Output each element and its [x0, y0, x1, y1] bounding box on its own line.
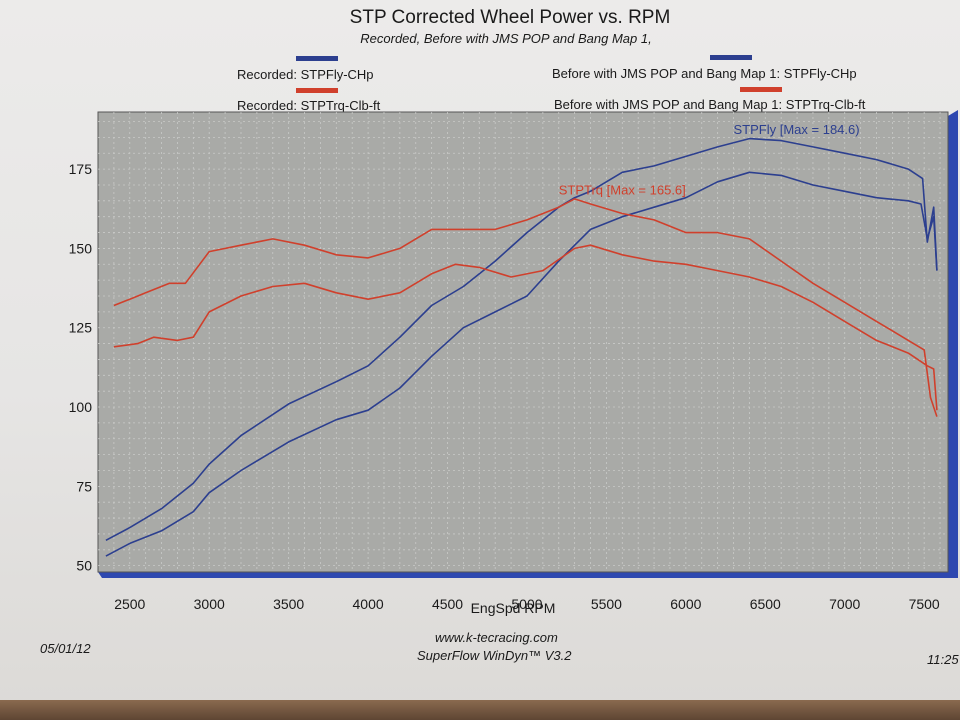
legend-swatch-before-torque	[740, 87, 782, 92]
x-tick-label: 6000	[670, 596, 701, 612]
x-tick-label: 7500	[909, 596, 940, 612]
chart-title: STP Corrected Wheel Power vs. RPM	[349, 7, 671, 28]
chart-subtitle: Recorded, Before with JMS POP and Bang M…	[360, 31, 652, 46]
footer-date: 05/01/12	[40, 641, 91, 656]
max-annotations: STPFly [Max = 184.6) STPTrq [Max = 165.6]	[559, 122, 860, 197]
y-tick-label: 125	[69, 320, 93, 336]
series-line-4	[113, 244, 938, 411]
x-tick-label: 2500	[114, 596, 145, 612]
x-tick-label: 4500	[432, 596, 463, 612]
y-tick-label: 150	[69, 240, 93, 256]
plot-area	[97, 111, 949, 573]
footer-software: SuperFlow WinDyn™ V3.2	[417, 648, 572, 663]
x-tick-label: 3500	[273, 596, 304, 612]
y-tick-label: 50	[76, 558, 92, 574]
x-tick-label: 7000	[829, 596, 860, 612]
legend-swatch-recorded-torque	[296, 88, 338, 93]
x-tick-label: 4000	[353, 596, 384, 612]
legend-label-recorded-torque: Recorded: STPTrq-Clb-ft	[237, 98, 381, 113]
x-tick-label: 3000	[194, 596, 225, 612]
footer-url: www.k-tecracing.com	[435, 630, 558, 645]
legend-swatch-before-power	[710, 55, 752, 60]
max-annotation: STPFly [Max = 184.6)	[734, 122, 860, 137]
legend-label-before-power: Before with JMS POP and Bang Map 1: STPF…	[552, 66, 857, 81]
x-axis-label: EngSpd RPM	[471, 600, 556, 616]
legend-swatch-recorded-power	[296, 56, 338, 61]
y-tick-label: 100	[69, 399, 93, 415]
y-tick-label: 75	[76, 478, 92, 494]
series-line-1	[105, 137, 938, 542]
x-tick-label: 6500	[750, 596, 781, 612]
x-tick-label: 5000	[511, 596, 542, 612]
axis-tick-labels: 2500 3000 3500 4000 4500 5000 5500 6000 6500 7000…	[69, 161, 940, 612]
data-series	[105, 137, 938, 557]
max-annotation: STPTrq [Max = 165.6]	[559, 182, 686, 197]
footer-time: 11:25	[927, 652, 959, 667]
series-line-2	[105, 171, 938, 557]
x-tick-label: 5500	[591, 596, 622, 612]
legend-label-recorded-power: Recorded: STPFly-CHp	[237, 67, 374, 82]
series-line-3	[113, 198, 938, 417]
legend-label-before-torque: Before with JMS POP and Bang Map 1: STPT…	[554, 97, 866, 112]
y-tick-label: 175	[69, 161, 93, 177]
table-surface	[0, 700, 960, 720]
